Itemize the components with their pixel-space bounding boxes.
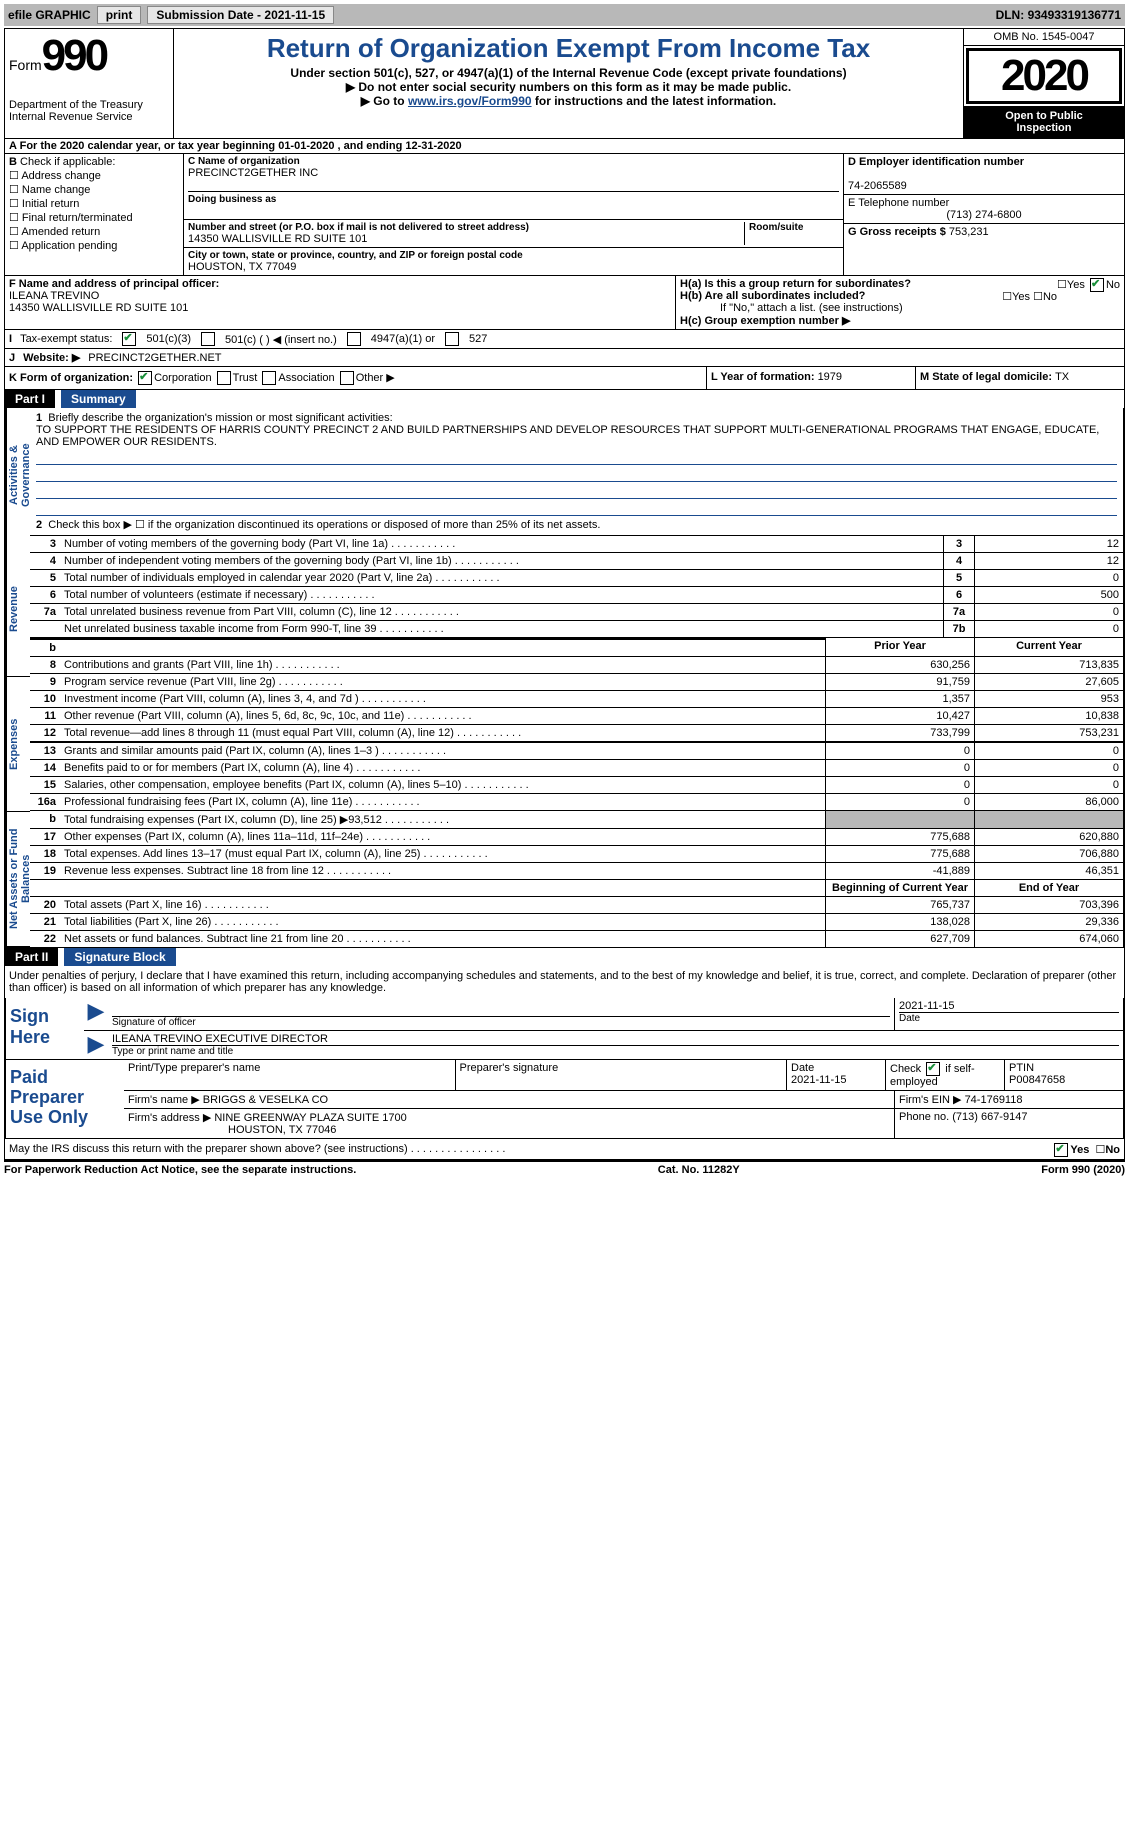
ha-no-checkbox[interactable] (1090, 278, 1104, 292)
table-row: 9Program service revenue (Part VIII, lin… (30, 673, 1123, 690)
table-row: 3Number of voting members of the governi… (30, 535, 1123, 552)
row-klm: K Form of organization: Corporation Trus… (5, 367, 1124, 390)
table-row: 20Total assets (Part X, line 16)765,7377… (30, 896, 1123, 913)
efile-label: efile GRAPHIC (8, 8, 91, 22)
vtab-governance: Activities & Governance (6, 408, 30, 542)
cb-name-change[interactable]: ☐ Name change (9, 183, 179, 196)
cb-assoc[interactable] (262, 371, 276, 385)
signature-block: Under penalties of perjury, I declare th… (5, 966, 1124, 1161)
vtab-revenue: Revenue (6, 542, 30, 677)
table-row: 12Total revenue—add lines 8 through 11 (… (30, 724, 1123, 741)
table-row: 19Revenue less expenses. Subtract line 1… (30, 862, 1123, 879)
org-city: HOUSTON, TX 77049 (188, 261, 839, 273)
header-center: Return of Organization Exempt From Incom… (174, 29, 963, 138)
table-row: bTotal fundraising expenses (Part IX, co… (30, 810, 1123, 828)
vertical-tabs: Activities & Governance Revenue Expenses… (6, 408, 30, 947)
part2-header: Part II Signature Block (5, 948, 1124, 966)
table-row: 21Total liabilities (Part X, line 26)138… (30, 913, 1123, 930)
block-b: B Check if applicable: ☐ Address change … (5, 154, 1124, 276)
arrow-icon: ▶ (84, 998, 108, 1030)
cb-other[interactable] (340, 371, 354, 385)
cb-501c3[interactable] (122, 332, 136, 346)
vtab-expenses: Expenses (6, 677, 30, 812)
cb-527[interactable] (445, 332, 459, 346)
h-group: H(a) Is this a group return for subordin… (676, 276, 1124, 329)
cb-self-employed[interactable] (926, 1062, 940, 1076)
rev-colhdr: b Prior Year Current Year (30, 637, 1123, 656)
arrow-icon: ▶ (84, 1031, 108, 1059)
table-row: 11Other revenue (Part VIII, column (A), … (30, 707, 1123, 724)
tax-year: 2020 (966, 48, 1122, 104)
cb-amended[interactable]: ☐ Amended return (9, 225, 179, 238)
org-address: 14350 WALLISVILLE RD SUITE 101 (188, 233, 744, 245)
submission-date: Submission Date - 2021-11-15 (147, 6, 334, 24)
col-d-e-g: D Employer identification number 74-2065… (843, 154, 1124, 275)
form-header: Form990 Department of the Treasury Inter… (5, 29, 1124, 139)
table-row: 7aTotal unrelated business revenue from … (30, 603, 1123, 620)
table-row: 18Total expenses. Add lines 13–17 (must … (30, 845, 1123, 862)
sign-here-table: Sign Here ▶ Signature of officer 2021-11… (5, 998, 1124, 1060)
ein: 74-2065589 (848, 180, 907, 192)
paid-preparer-table: Paid Preparer Use Only Print/Type prepar… (5, 1060, 1124, 1139)
table-row: 22Net assets or fund balances. Subtract … (30, 930, 1123, 947)
cb-501c[interactable] (201, 332, 215, 346)
form-title: Return of Organization Exempt From Incom… (180, 33, 957, 64)
part1-body: Activities & Governance Revenue Expenses… (5, 408, 1124, 948)
table-row: 10Investment income (Part VIII, column (… (30, 690, 1123, 707)
top-bar: efile GRAPHIC print Submission Date - 20… (4, 4, 1125, 26)
principal-officer: F Name and address of principal officer:… (5, 276, 676, 329)
mission-text: TO SUPPORT THE RESIDENTS OF HARRIS COUNT… (36, 424, 1099, 448)
vtab-netassets: Net Assets or Fund Balances (6, 812, 30, 947)
col-c-org: C Name of organization PRECINCT2GETHER I… (184, 154, 843, 275)
col-b-checkboxes: B Check if applicable: ☐ Address change … (5, 154, 184, 275)
table-row: 5Total number of individuals employed in… (30, 569, 1123, 586)
cb-corp[interactable] (138, 371, 152, 385)
table-row: 8Contributions and grants (Part VIII, li… (30, 656, 1123, 673)
discuss-row: May the IRS discuss this return with the… (5, 1139, 1124, 1161)
form-990: Form990 Department of the Treasury Inter… (4, 28, 1125, 1162)
row-j-website: J Website: ▶ PRECINCT2GETHER.NET (5, 349, 1124, 367)
table-row: 17Other expenses (Part IX, column (A), l… (30, 828, 1123, 845)
irs-link[interactable]: www.irs.gov/Form990 (408, 94, 532, 108)
header-right: OMB No. 1545-0047 2020 Open to Public In… (963, 29, 1124, 138)
net-colhdr: Beginning of Current Year End of Year (30, 879, 1123, 896)
row-f-h: F Name and address of principal officer:… (5, 276, 1124, 330)
table-row: 6Total number of volunteers (estimate if… (30, 586, 1123, 603)
table-row: 4Number of independent voting members of… (30, 552, 1123, 569)
cb-final-return[interactable]: ☐ Final return/terminated (9, 211, 179, 224)
cb-4947[interactable] (347, 332, 361, 346)
table-row: 16aProfessional fundraising fees (Part I… (30, 793, 1123, 810)
table-row: 14Benefits paid to or for members (Part … (30, 759, 1123, 776)
table-row: Net unrelated business taxable income fr… (30, 620, 1123, 637)
phone: (713) 274-6800 (848, 209, 1120, 221)
row-i-tax-status: I Tax-exempt status: 501(c)(3) 501(c) ( … (5, 330, 1124, 349)
org-name: PRECINCT2GETHER INC (188, 167, 839, 179)
header-left: Form990 Department of the Treasury Inter… (5, 29, 174, 138)
cb-pending[interactable]: ☐ Application pending (9, 239, 179, 252)
print-button[interactable]: print (97, 6, 142, 24)
mission-block: 1 Briefly describe the organization's mi… (30, 408, 1123, 535)
period-line: A For the 2020 calendar year, or tax yea… (5, 139, 1124, 154)
page-footer: For Paperwork Reduction Act Notice, see … (4, 1162, 1125, 1178)
cb-address-change[interactable]: ☐ Address change (9, 169, 179, 182)
gross-receipts: 753,231 (949, 226, 989, 238)
cb-trust[interactable] (217, 371, 231, 385)
cb-initial-return[interactable]: ☐ Initial return (9, 197, 179, 210)
dln: DLN: 93493319136771 (996, 8, 1121, 22)
table-row: 13Grants and similar amounts paid (Part … (30, 741, 1123, 759)
website: PRECINCT2GETHER.NET (88, 352, 221, 364)
part1-header: Part I Summary (5, 390, 1124, 408)
table-row: 15Salaries, other compensation, employee… (30, 776, 1123, 793)
cb-discuss-yes[interactable] (1054, 1143, 1068, 1157)
